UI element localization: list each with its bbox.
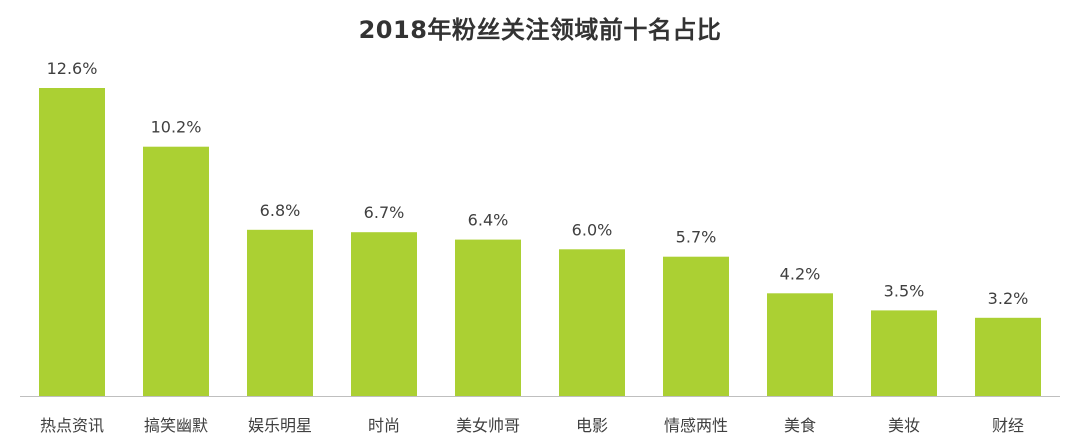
x-tick-label: 娱乐明星 bbox=[248, 416, 312, 435]
data-label: 6.4% bbox=[468, 211, 509, 230]
bar bbox=[871, 310, 937, 396]
data-label: 10.2% bbox=[151, 118, 202, 137]
bar bbox=[39, 88, 105, 396]
bar bbox=[351, 232, 417, 396]
x-tick-label: 电影 bbox=[576, 416, 608, 435]
x-tick-label: 美食 bbox=[784, 416, 816, 435]
data-label: 12.6% bbox=[47, 59, 98, 78]
data-label: 3.5% bbox=[884, 281, 925, 300]
data-label: 6.7% bbox=[364, 203, 405, 222]
data-label: 6.8% bbox=[260, 201, 301, 220]
x-tick-label: 情感两性 bbox=[664, 416, 728, 435]
x-tick-label: 美女帅哥 bbox=[456, 416, 520, 435]
x-tick-label: 搞笑幽默 bbox=[144, 416, 208, 435]
x-tick-label: 美妆 bbox=[888, 416, 920, 435]
data-label: 4.2% bbox=[780, 264, 821, 283]
labels-layer: 12.6% 热点资讯 10.2% 搞笑幽默 6.8% 娱乐明星 6.7% 时尚 6.4% 美女帅哥… bbox=[40, 59, 1028, 435]
data-label: 3.2% bbox=[988, 289, 1029, 308]
x-tick-label: 财经 bbox=[992, 416, 1024, 435]
bar bbox=[663, 256, 729, 396]
chart-title: 2018年粉丝关注领域前十名占比 bbox=[358, 16, 722, 44]
bar bbox=[455, 239, 521, 396]
x-tick-label: 热点资讯 bbox=[40, 416, 104, 435]
bar bbox=[975, 317, 1041, 396]
bar bbox=[767, 293, 833, 396]
data-label: 6.0% bbox=[572, 220, 613, 239]
bar bbox=[247, 229, 313, 396]
data-label: 5.7% bbox=[676, 228, 717, 247]
bar bbox=[559, 249, 625, 396]
x-tick-label: 时尚 bbox=[368, 416, 400, 435]
bars-layer bbox=[39, 88, 1041, 396]
bar bbox=[143, 146, 209, 396]
